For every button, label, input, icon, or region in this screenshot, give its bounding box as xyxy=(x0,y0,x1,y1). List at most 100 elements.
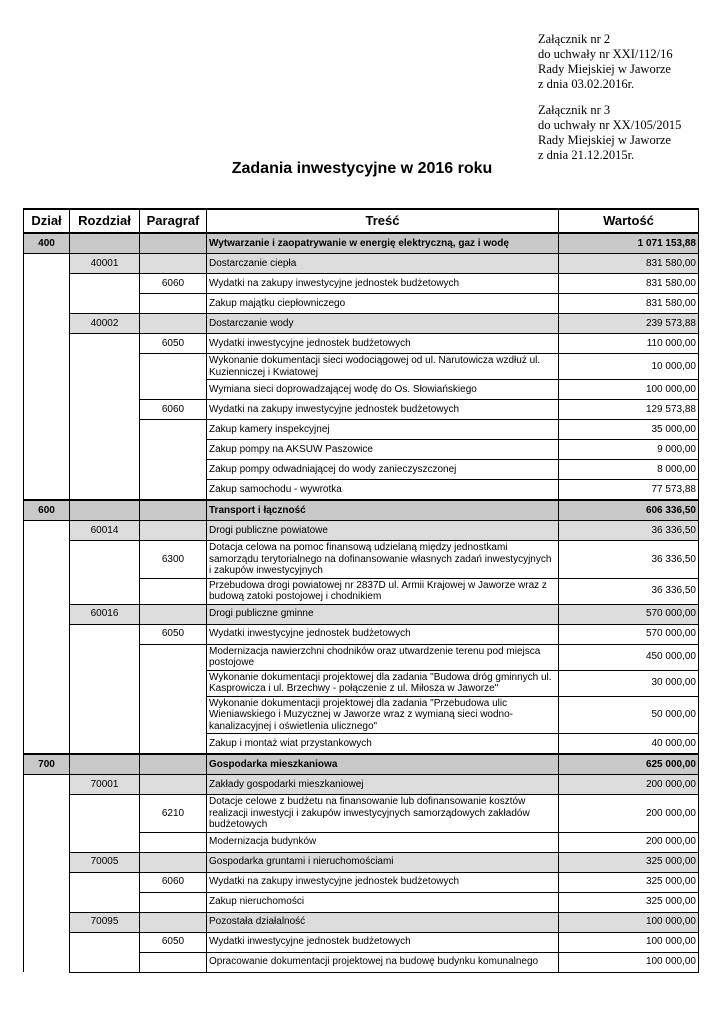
rozdzial-spacer xyxy=(69,273,140,314)
section-row: 400 Wytwarzanie i zaopatrywanie w energię… xyxy=(23,232,699,254)
task-title: Wymiana sieci doprowadzającej wodę do Os… xyxy=(206,379,559,400)
task-row: Wykonanie dokumentacji projektowej dla z… xyxy=(24,695,699,734)
paragraph-value: 110 000,00 xyxy=(558,333,699,354)
paragraph-row: 6210 Dotacje celowe z budżetu na finansow… xyxy=(24,794,699,853)
task-title: Przebudowa drogi powiatowej nr 2837D ul.… xyxy=(206,577,559,605)
chapter-row: 70005 Gospodarka gruntami i nieruchomości… xyxy=(24,851,699,873)
task-title: Zakup i montaż wiat przystankowych xyxy=(206,733,559,755)
chapter-value: 100 000,00 xyxy=(558,911,699,933)
task-value: 40 000,00 xyxy=(558,733,699,755)
task-title: Zakup majątku ciepłowniczego xyxy=(206,293,559,314)
paragraf-code: 6050 xyxy=(139,623,207,645)
task-value: 831 580,00 xyxy=(558,293,699,314)
section-title: Wytwarzanie i zaopatrywanie w energię el… xyxy=(206,232,559,254)
rozdzial-code: 40002 xyxy=(69,313,140,334)
paragraf-spacer xyxy=(139,831,207,853)
cell xyxy=(139,911,207,933)
chapter-title: Dostarczanie ciepła xyxy=(206,253,559,274)
chapter-title: Drogi publiczne powiatowe xyxy=(206,520,559,541)
task-title: Zakup nieruchomości xyxy=(206,891,559,913)
rozdzial-code: 70001 xyxy=(69,774,140,795)
rozdzial-spacer xyxy=(69,540,140,605)
task-value: 36 336,50 xyxy=(558,577,699,605)
paragraph-value: 325 000,00 xyxy=(558,871,699,893)
annex-line: Załącznik nr 3 xyxy=(538,103,611,117)
rozdzial-code: 40001 xyxy=(69,253,140,274)
annex-line: Rady Miejskiej w Jaworze xyxy=(538,62,671,76)
paragraph-row: 6060 Wydatki na zakupy inwestycyjne jedno… xyxy=(24,871,699,913)
task-row: Przebudowa drogi powiatowej nr 2837D ul.… xyxy=(24,577,699,605)
task-value: 30 000,00 xyxy=(558,669,699,697)
paragraf-code: 6050 xyxy=(139,333,207,354)
dzial-code: 600 xyxy=(23,499,70,521)
task-title: Modernizacja nawierzchni chodników oraz … xyxy=(206,643,559,671)
task-value: 100 000,00 xyxy=(558,951,699,973)
chapter-title: Pozostała działalność xyxy=(206,911,559,933)
paragraph-value: 100 000,00 xyxy=(558,931,699,953)
cell xyxy=(139,851,207,873)
paragraph-value: 36 336,50 xyxy=(558,540,699,579)
chapter-value: 200 000,00 xyxy=(558,774,699,795)
task-value: 200 000,00 xyxy=(558,831,699,853)
cell xyxy=(139,603,207,625)
dzial-spacer xyxy=(23,520,70,754)
cell xyxy=(139,499,207,521)
rozdzial-code: 60016 xyxy=(69,603,140,625)
chapter-title: Gospodarka gruntami i nieruchomościami xyxy=(206,851,559,873)
chapter-row: 60016 Drogi publiczne gminne 570 000,00 xyxy=(24,603,699,625)
rozdzial-spacer xyxy=(69,794,140,853)
paragraf-spacer xyxy=(139,891,207,913)
cell xyxy=(139,253,207,274)
paragraph-value: 570 000,00 xyxy=(558,623,699,645)
task-title: Wykonanie dokumentacji projektowej dla z… xyxy=(206,695,559,734)
paragraf-code: 6060 xyxy=(139,273,207,294)
task-title: Zakup pompy odwadniającej do wody zaniec… xyxy=(206,459,559,480)
rozdzial-code: 70095 xyxy=(69,911,140,933)
dzial-code: 700 xyxy=(23,753,70,775)
task-value: 100 000,00 xyxy=(558,379,699,400)
paragraph-title: Wydatki na zakupy inwestycyjne jednostek… xyxy=(206,273,559,294)
cell xyxy=(69,753,140,775)
paragraf-code: 6060 xyxy=(139,871,207,893)
section-title: Gospodarka mieszkaniowa xyxy=(206,753,559,775)
section-title: Transport i łączność xyxy=(206,499,559,521)
paragraph-value: 831 580,00 xyxy=(558,273,699,294)
task-row: Wykonanie dokumentacji sieci wodociągowe… xyxy=(24,353,699,400)
paragraph-row: 6050 Wydatki inwestycyjne jednostek budże… xyxy=(24,623,699,755)
section-value: 625 000,00 xyxy=(558,753,699,775)
task-value: 450 000,00 xyxy=(558,643,699,671)
paragraf-spacer xyxy=(139,353,207,400)
task-row: Zakup i montaż wiat przystankowych 40 000… xyxy=(24,733,699,755)
section-value: 1 071 153,88 xyxy=(558,232,699,254)
task-title: Zakup kamery inspekcyjnej xyxy=(206,419,559,440)
task-value: 325 000,00 xyxy=(558,891,699,913)
paragraph-title: Wydatki inwestycyjne jednostek budżetowy… xyxy=(206,623,559,645)
chapter-title: Dostarczanie wody xyxy=(206,313,559,334)
paragraf-spacer xyxy=(139,643,207,755)
section-row: 600 Transport i łączność 606 336,50 xyxy=(23,499,699,521)
chapter-title: Zakłady gospodarki mieszkaniowej xyxy=(206,774,559,795)
chapter-row: 60014 Drogi publiczne powiatowe 36 336,50 xyxy=(23,520,699,754)
paragraph-row: 6050 Wydatki inwestycyjne jednostek budże… xyxy=(24,333,699,501)
page-title: Zadania inwestycyjne w 2016 roku xyxy=(231,160,493,177)
task-row: Modernizacja budynków 200 000,00 xyxy=(24,831,699,853)
paragraf-code: 6050 xyxy=(139,931,207,953)
task-value: 10 000,00 xyxy=(558,353,699,380)
header-wartosc: Wartość xyxy=(558,208,699,234)
paragraf-spacer xyxy=(139,419,207,501)
task-value: 8 000,00 xyxy=(558,459,699,480)
paragraph-value: 129 573,88 xyxy=(558,399,699,420)
task-value: 9 000,00 xyxy=(558,439,699,460)
section-row: 700 Gospodarka mieszkaniowa 625 000,00 xyxy=(23,753,699,775)
chapter-title: Drogi publiczne gminne xyxy=(206,603,559,625)
paragraph-value: 200 000,00 xyxy=(558,794,699,833)
paragraf-spacer xyxy=(139,577,207,605)
chapter-value: 36 336,50 xyxy=(558,520,699,541)
paragraf-spacer xyxy=(139,293,207,314)
annex-line: z dnia 03.02.2016r. xyxy=(538,77,635,91)
annex-line: do uchwały nr XX/105/2015 xyxy=(538,118,682,132)
chapter-value: 570 000,00 xyxy=(558,603,699,625)
annex-line: Rady Miejskiej w Jaworze xyxy=(538,133,671,147)
task-title: Wykonanie dokumentacji sieci wodociągowe… xyxy=(206,353,559,380)
task-title: Zakup samochodu - wywrotka xyxy=(206,479,559,501)
